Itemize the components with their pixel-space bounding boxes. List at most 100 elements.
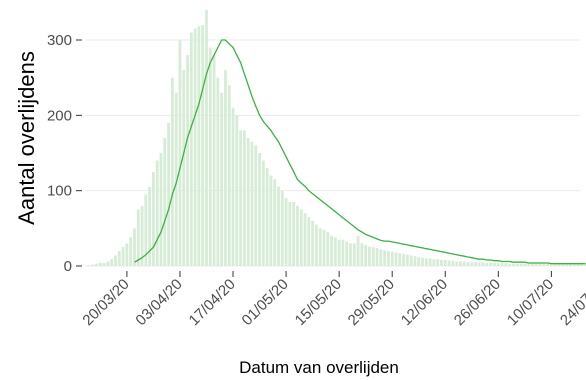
bar [413,256,417,266]
bar [402,253,405,266]
bar [235,115,239,266]
bar [144,194,148,266]
bar [163,137,167,266]
bar [258,153,261,266]
bar [189,32,193,266]
y-axis-title: Aantal overlijdens [14,51,39,225]
bar [152,171,155,266]
bar [500,262,504,266]
bar [371,247,375,266]
bar [474,262,477,266]
bar [527,263,531,266]
bar [553,264,557,266]
x-tick-label: 17/04/20 [186,276,239,329]
bar [417,256,421,266]
bar [216,77,220,266]
bar [110,259,114,266]
bar [121,247,125,266]
bar [239,130,242,266]
bar [193,28,197,267]
bar [447,260,451,266]
bar [102,262,106,266]
x-tick-label: 20/03/20 [79,276,132,329]
bar [576,264,580,266]
bar [246,137,250,266]
bar [387,250,390,266]
bar [269,175,273,266]
bar [280,190,284,266]
bar [515,263,519,266]
bar [261,160,265,266]
bar [201,24,205,266]
bar [288,201,292,266]
bar [345,241,349,266]
bar [303,213,307,266]
bar [421,257,424,266]
bar [440,259,443,266]
x-tick-label: 24/07/20 [557,276,586,329]
bar [205,9,208,267]
bar [572,264,576,266]
x-tick-label: 15/05/20 [292,276,345,329]
bar [584,264,586,266]
bar [504,262,508,266]
y-tick-label: 300 [47,32,72,49]
bar [477,262,481,266]
bar [148,186,152,266]
bar [383,250,387,266]
x-tick-label: 12/06/20 [398,276,451,329]
bar [333,237,337,266]
bar [549,264,553,266]
bar [379,249,383,266]
bar [462,261,466,266]
bar [318,228,322,266]
bar [284,198,288,266]
bar [212,55,216,266]
bars [87,9,586,267]
bar [481,262,485,266]
bar [364,244,368,266]
bar [133,228,136,266]
bar [489,262,493,266]
bar [538,263,542,266]
bar [470,262,474,266]
bar [534,263,538,266]
bar [523,263,527,266]
bar [178,40,182,267]
y-ticks: 0 100 200 300 [47,32,82,275]
bar [330,235,333,266]
bar [493,262,496,266]
bar [451,260,455,266]
bar [428,258,432,266]
bar [394,252,398,266]
bar [349,243,352,266]
bar [356,235,360,266]
bar [519,263,523,266]
bar [250,141,254,266]
bar [368,246,371,266]
bar [466,262,470,266]
gridlines [85,39,580,267]
bar [546,263,549,266]
bar [265,168,269,266]
bar [220,92,224,266]
bar [568,264,572,266]
x-ticks: 20/03/20 03/04/20 17/04/20 01/05/20 15/05/20… [79,271,586,329]
bar [341,239,345,266]
bar [227,85,231,266]
y-tick-label: 200 [47,107,72,124]
bar [337,239,341,266]
bar [155,160,159,266]
smoothed-line [134,39,586,265]
x-tick-label: 29/05/20 [345,276,398,329]
bar [557,264,561,266]
bar [296,205,299,266]
bar [95,263,98,266]
bar [273,179,277,266]
bar [443,259,447,266]
bar [91,264,95,266]
bar [140,205,144,266]
bar [117,250,121,266]
bar [106,261,110,266]
bar [390,251,394,266]
